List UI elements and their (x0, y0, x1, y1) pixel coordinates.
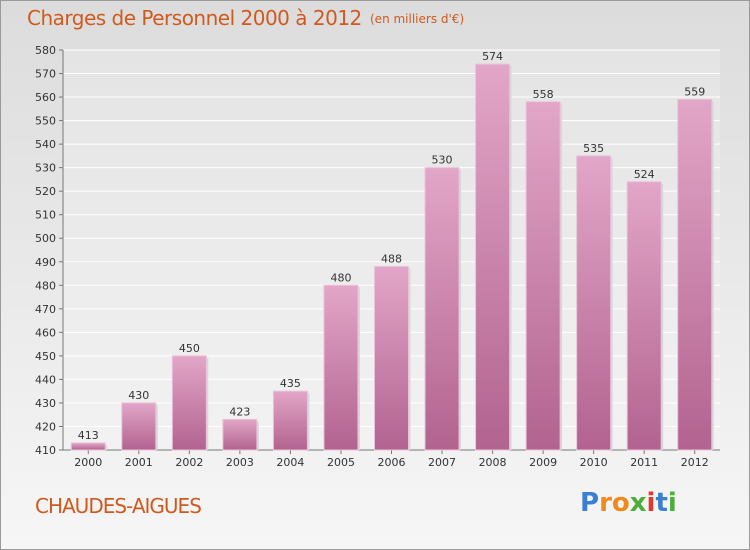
y-tick-label: 470 (35, 303, 56, 316)
x-tick-label: 2009 (529, 456, 557, 469)
proxiti-logo: Proxiti (580, 488, 677, 518)
y-tick-label: 550 (35, 115, 56, 128)
y-tick-label: 480 (35, 279, 56, 292)
y-tick-label: 560 (35, 91, 56, 104)
bar-2008 (475, 63, 511, 451)
y-tick-label: 460 (35, 326, 56, 339)
y-tick-label: 540 (35, 138, 56, 151)
bar-2002 (171, 355, 207, 451)
bar-2001 (121, 402, 157, 451)
chart-subtitle: (en milliers d'€) (370, 12, 465, 26)
x-tick-label: 2012 (681, 456, 709, 469)
value-label: 430 (128, 389, 149, 402)
logo-letter: i (646, 488, 656, 518)
value-label: 535 (583, 142, 604, 155)
value-label: 530 (432, 154, 453, 167)
value-label: 574 (482, 50, 503, 63)
y-tick-label: 510 (35, 209, 56, 222)
location-name: CHAUDES-AIGUES (35, 494, 202, 518)
x-tick-label: 2008 (479, 456, 507, 469)
logo-letter: r (599, 488, 612, 518)
bar-2012 (677, 98, 713, 451)
x-tick-label: 2006 (378, 456, 406, 469)
x-tick-label: 2005 (327, 456, 355, 469)
x-tick-label: 2000 (74, 456, 102, 469)
bar-2011 (626, 181, 662, 451)
x-tick-label: 2003 (226, 456, 254, 469)
value-label: 413 (78, 429, 99, 442)
y-tick-label: 520 (35, 185, 56, 198)
value-label: 423 (229, 405, 250, 418)
bar-2004 (272, 390, 308, 451)
value-label: 480 (330, 271, 351, 284)
y-tick-label: 440 (35, 373, 56, 386)
x-tick-label: 2011 (630, 456, 658, 469)
bar-2005 (323, 284, 359, 451)
bar-2007 (424, 167, 460, 451)
x-tick-label: 2001 (125, 456, 153, 469)
logo-letter: x (629, 488, 647, 518)
bar-2003 (222, 418, 258, 451)
chart-title: Charges de Personnel 2000 à 2012 (27, 6, 362, 30)
logo-letter: P (580, 488, 600, 518)
x-tick-label: 2002 (175, 456, 203, 469)
y-tick-label: 530 (35, 162, 56, 175)
value-label: 450 (179, 342, 200, 355)
logo-letter: t (655, 488, 668, 518)
x-tick-label: 2004 (276, 456, 304, 469)
value-label: 558 (533, 88, 554, 101)
y-tick-label: 580 (35, 44, 56, 57)
value-label: 488 (381, 252, 402, 265)
y-tick-label: 410 (35, 444, 56, 457)
x-tick-label: 2010 (580, 456, 608, 469)
bar-2010 (576, 155, 612, 451)
bar-2000 (70, 442, 106, 451)
bar-2006 (374, 265, 409, 451)
logo-letter: i (667, 488, 677, 518)
value-label: 435 (280, 377, 301, 390)
logo-letter: o (611, 488, 630, 518)
y-tick-label: 500 (35, 232, 56, 245)
y-tick-label: 570 (35, 68, 56, 81)
value-label: 524 (634, 168, 655, 181)
y-tick-label: 450 (35, 350, 56, 363)
value-label: 559 (684, 85, 705, 98)
y-tick-label: 420 (35, 420, 56, 433)
bar-2009 (525, 101, 561, 451)
y-tick-label: 490 (35, 256, 56, 269)
x-tick-label: 2007 (428, 456, 456, 469)
y-tick-label: 430 (35, 397, 56, 410)
